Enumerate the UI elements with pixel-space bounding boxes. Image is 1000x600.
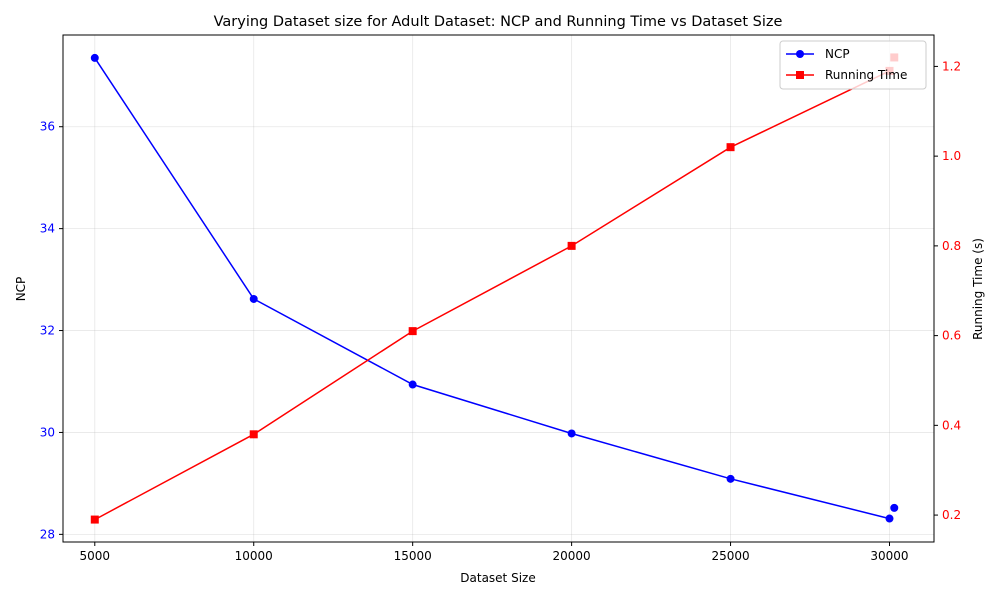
ncp-point <box>249 294 258 303</box>
ncp-point <box>726 474 735 483</box>
right-tick-label: 0.2 <box>942 508 961 522</box>
ncp-extra-point <box>890 503 899 512</box>
chart-title: Varying Dataset size for Adult Dataset: … <box>214 14 783 30</box>
legend-runtime-marker <box>796 71 804 79</box>
running-time-point <box>249 430 258 439</box>
running-time-point <box>408 327 417 336</box>
left-tick-label: 34 <box>40 222 55 236</box>
ncp-line <box>94 57 890 520</box>
legend: NCP Running Time <box>779 40 927 90</box>
left-tick-label: 32 <box>40 324 55 338</box>
left-axis-label: NCP <box>14 277 28 302</box>
x-tick-label: 25000 <box>711 549 749 563</box>
series-layer <box>90 53 899 524</box>
running-time-point <box>567 241 576 250</box>
left-tick-label: 28 <box>40 527 55 541</box>
legend-ncp-marker <box>796 50 804 58</box>
x-tick-label: 5000 <box>80 549 111 563</box>
right-tick-label: 0.8 <box>942 239 961 253</box>
plot-frame <box>62 34 935 543</box>
ncp-point <box>567 429 576 438</box>
right-axis-label: Running Time (s) <box>971 238 985 340</box>
x-tick-label: 20000 <box>553 549 591 563</box>
right-tick-label: 0.6 <box>942 329 961 343</box>
left-axis-ticks: 28 30 32 34 36 <box>40 120 63 541</box>
grid <box>63 35 934 542</box>
left-tick-label: 30 <box>40 425 55 439</box>
x-tick-label: 10000 <box>235 549 273 563</box>
right-tick-label: 1.0 <box>942 149 961 163</box>
x-tick-label: 15000 <box>394 549 432 563</box>
right-tick-label: 1.2 <box>942 59 961 73</box>
running-time-line <box>94 70 890 521</box>
running-time-point <box>726 143 735 152</box>
legend-box <box>779 40 927 90</box>
ncp-point <box>408 380 417 389</box>
ncp-point <box>90 53 99 62</box>
x-axis-ticks: 5000 10000 15000 20000 25000 30000 <box>80 542 909 563</box>
x-tick-label: 30000 <box>870 549 908 563</box>
running-time-point <box>90 515 99 524</box>
left-tick-label: 36 <box>40 120 55 134</box>
right-axis-ticks: 0.2 0.4 0.6 0.8 1.0 1.2 <box>934 59 961 522</box>
legend-ncp-label: NCP <box>825 47 850 61</box>
x-axis-label: Dataset Size <box>460 571 535 585</box>
legend-runtime-label: Running Time <box>825 68 907 82</box>
right-tick-label: 0.4 <box>942 418 961 432</box>
ncp-point <box>885 514 894 523</box>
